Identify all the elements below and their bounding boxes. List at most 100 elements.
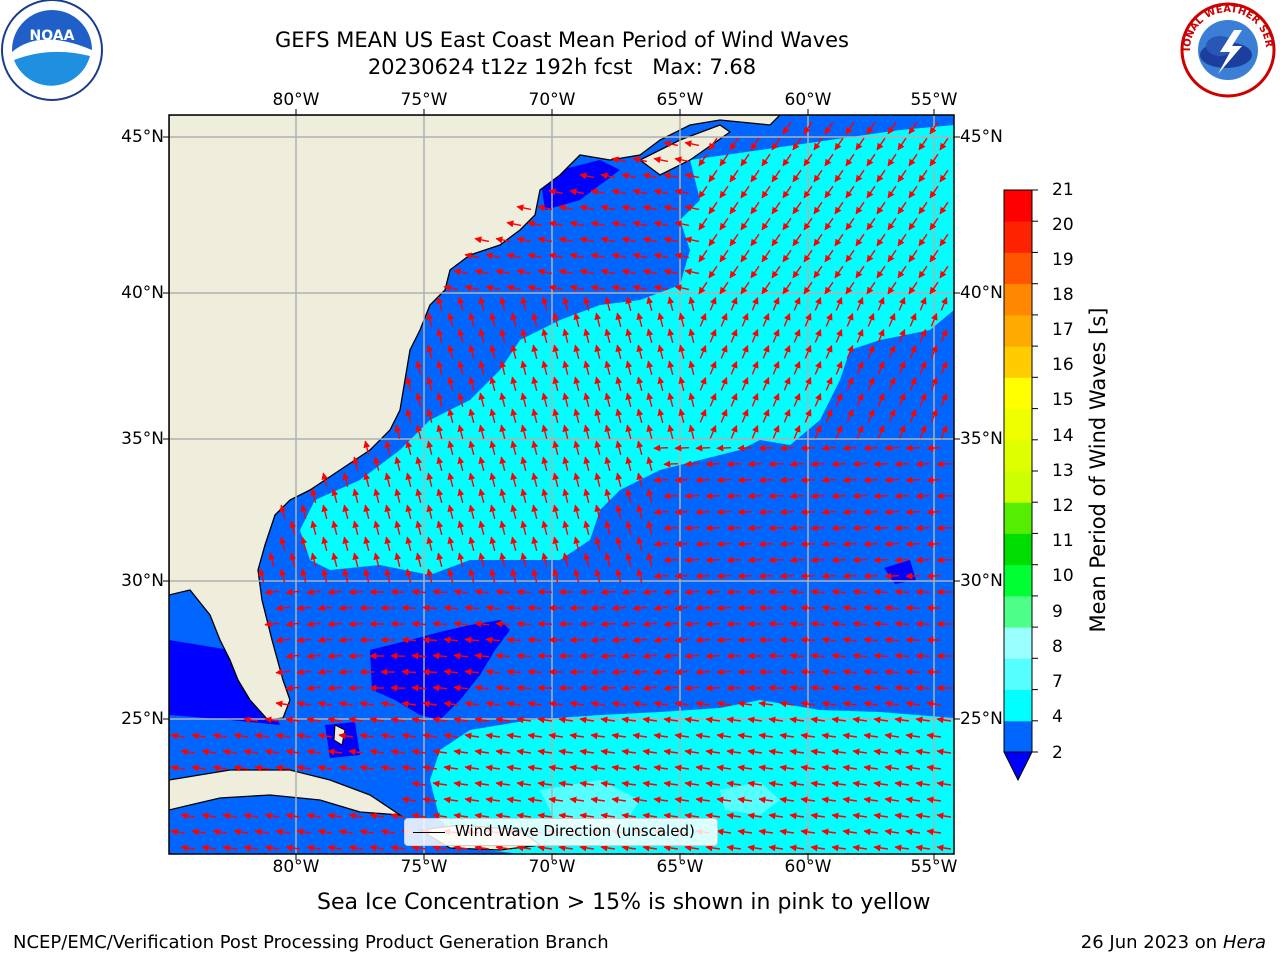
wind-wave-arrow <box>834 137 844 151</box>
wind-wave-arrow <box>804 376 812 391</box>
wind-wave-arrow <box>803 281 813 295</box>
wind-wave-arrow <box>873 556 889 564</box>
wind-wave-arrow <box>814 392 822 407</box>
wind-wave-arrow <box>642 780 658 788</box>
wind-wave-arrow <box>642 588 658 596</box>
wind-wave-arrow <box>562 488 570 503</box>
wind-wave-arrow <box>516 588 532 596</box>
wind-wave-arrow <box>405 536 413 551</box>
wind-wave-arrow <box>863 476 879 484</box>
wind-wave-arrow <box>898 328 906 343</box>
wind-wave-arrow <box>478 488 486 503</box>
wind-wave-arrow <box>642 268 658 276</box>
wind-wave-arrow <box>926 476 942 484</box>
wind-wave-arrow <box>489 312 497 327</box>
wind-wave-arrow <box>663 748 679 756</box>
wind-wave-arrow <box>453 588 469 596</box>
wind-wave-arrow <box>887 121 897 135</box>
wind-wave-arrow <box>909 376 917 391</box>
wind-wave-arrow <box>708 233 718 247</box>
wind-wave-arrow <box>537 716 553 724</box>
wind-wave-arrow <box>831 812 847 820</box>
wind-wave-arrow <box>747 524 763 532</box>
colorbar-tick-label: 10 <box>1052 566 1074 586</box>
wind-wave-arrow <box>772 296 780 311</box>
wind-wave-arrow <box>212 828 228 836</box>
wind-wave-arrow <box>705 716 721 724</box>
wind-wave-arrow <box>653 444 669 452</box>
wind-wave-arrow <box>531 440 539 455</box>
wind-wave-arrow <box>800 828 816 836</box>
wind-wave-arrow <box>908 217 918 231</box>
wind-wave-arrow <box>201 844 217 852</box>
wind-wave-arrow <box>642 172 658 180</box>
wind-wave-arrow <box>264 844 280 852</box>
wind-wave-arrow <box>716 636 732 644</box>
wind-wave-arrow <box>611 796 627 804</box>
wind-wave-arrow <box>873 652 889 660</box>
wind-wave-arrow <box>699 344 707 359</box>
wind-wave-arrow <box>684 620 700 628</box>
wind-wave-arrow <box>737 700 753 708</box>
wind-wave-arrow <box>730 328 738 343</box>
wind-wave-arrow <box>289 552 297 567</box>
wind-wave-arrow <box>768 556 784 564</box>
wind-wave-arrow <box>516 268 532 276</box>
wind-wave-arrow <box>422 668 438 676</box>
wind-wave-arrow <box>338 636 354 644</box>
wind-wave-arrow <box>478 424 486 439</box>
wind-wave-arrow <box>814 296 822 311</box>
wind-wave-arrow <box>384 440 392 455</box>
wind-wave-arrow <box>884 828 900 836</box>
wind-wave-arrow <box>590 668 606 676</box>
wind-wave-arrow <box>894 716 910 724</box>
colorbar-tick-label: 15 <box>1052 390 1074 410</box>
wind-wave-arrow <box>737 572 753 580</box>
wind-wave-arrow <box>876 201 886 215</box>
wind-wave-arrow <box>800 476 816 484</box>
wind-wave-arrow <box>569 732 585 740</box>
colorbar-segment <box>1004 314 1032 347</box>
wind-wave-arrow <box>825 312 833 327</box>
wind-wave-arrow <box>489 408 497 423</box>
wind-wave-arrow <box>821 668 837 676</box>
wind-wave-arrow <box>170 732 186 740</box>
wind-wave-arrow <box>888 344 896 359</box>
wind-wave-arrow <box>327 748 343 756</box>
wind-wave-arrow <box>558 780 574 788</box>
wind-wave-arrow <box>394 520 402 535</box>
wind-wave-arrow <box>695 668 711 676</box>
wind-wave-arrow <box>510 376 518 391</box>
wind-wave-arrow <box>453 780 469 788</box>
wind-wave-arrow <box>527 668 543 676</box>
wind-wave-arrow <box>867 344 875 359</box>
wind-wave-arrow <box>657 376 665 391</box>
wind-wave-arrow <box>401 732 417 740</box>
wind-wave-arrow <box>180 812 196 820</box>
wind-wave-arrow <box>936 812 952 820</box>
wind-wave-arrow <box>594 504 602 519</box>
wind-wave-arrow <box>373 488 381 503</box>
wind-wave-arrow <box>562 456 570 471</box>
wind-wave-arrow <box>779 668 795 676</box>
lon-label-bottom: 65°W <box>656 857 704 877</box>
wind-wave-arrow <box>929 153 939 167</box>
wind-wave-arrow <box>485 764 501 772</box>
wind-wave-arrow <box>489 440 497 455</box>
colorbar-tick-label: 2 <box>1052 743 1063 763</box>
wind-wave-arrow <box>604 424 612 439</box>
wind-wave-arrow <box>594 408 602 423</box>
wind-wave-arrow <box>716 796 732 804</box>
wind-wave-arrow <box>782 153 792 167</box>
wind-wave-arrow <box>674 540 690 548</box>
wind-wave-arrow <box>499 520 507 535</box>
wind-wave-arrow <box>762 376 770 391</box>
wind-wave-arrow <box>405 408 413 423</box>
wind-wave-arrow <box>254 732 270 740</box>
wind-wave-arrow <box>531 376 539 391</box>
wind-wave-arrow <box>636 568 644 583</box>
wind-wave-arrow <box>212 732 228 740</box>
wind-wave-arrow <box>499 488 507 503</box>
wind-wave-arrow <box>663 524 679 532</box>
wind-wave-arrow <box>905 476 921 484</box>
